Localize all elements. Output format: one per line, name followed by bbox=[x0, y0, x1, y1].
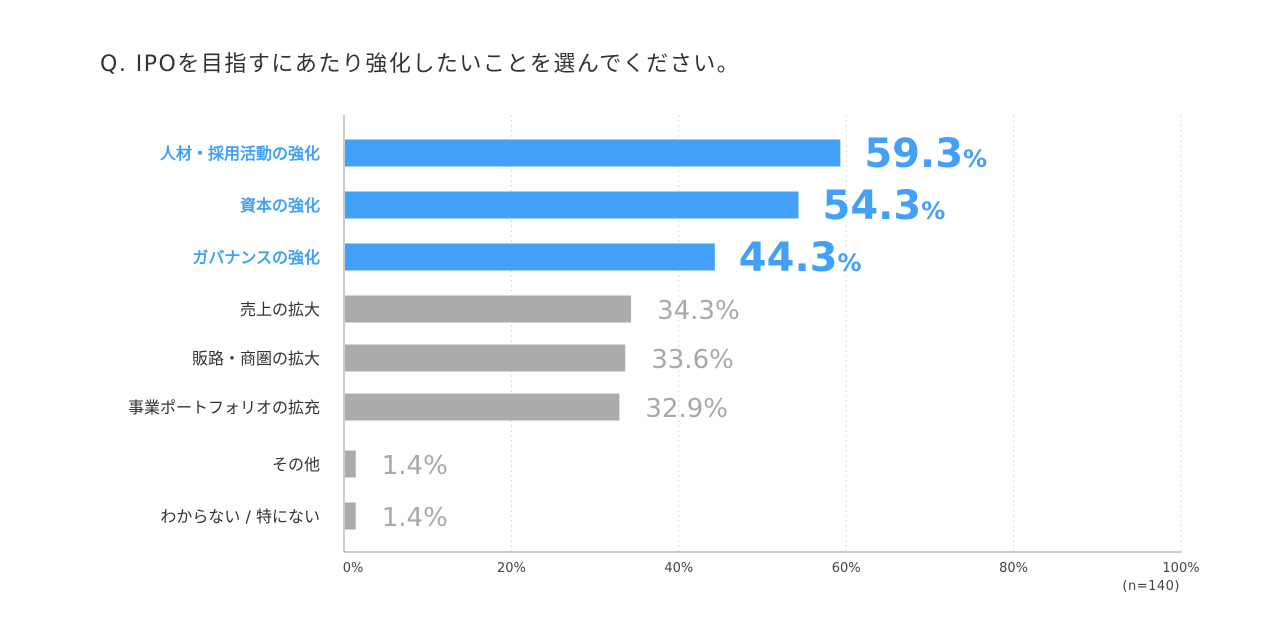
bar bbox=[345, 450, 356, 478]
value-percent-sign: % bbox=[837, 249, 861, 277]
value-number: 54.3 bbox=[822, 183, 921, 229]
x-tick-label: 100% bbox=[1162, 561, 1199, 576]
bar bbox=[345, 502, 356, 530]
value-label: 59.3% bbox=[864, 131, 987, 177]
value-label: 33.6% bbox=[651, 345, 734, 375]
value-percent-sign: % bbox=[715, 296, 740, 326]
value-number: 32.9 bbox=[645, 394, 703, 424]
category-label: ガバナンスの強化 bbox=[192, 248, 320, 267]
value-percent-sign: % bbox=[921, 197, 945, 225]
category-label: 人材・採用活動の強化 bbox=[160, 144, 320, 163]
value-number: 33.6 bbox=[651, 345, 709, 375]
chart-title: Q. IPOを目指すにあたり強化したいことを選んでください。 bbox=[100, 52, 741, 77]
category-label: 売上の拡大 bbox=[240, 300, 320, 319]
value-number: 1.4 bbox=[382, 503, 423, 533]
bar bbox=[345, 344, 626, 372]
x-tick-label: 60% bbox=[832, 561, 861, 576]
bar bbox=[345, 393, 620, 421]
value-percent-sign: % bbox=[963, 145, 987, 173]
bar bbox=[345, 295, 632, 323]
value-number: 34.3 bbox=[657, 296, 715, 326]
category-label: その他 bbox=[272, 455, 320, 474]
value-label: 54.3% bbox=[822, 183, 945, 229]
value-percent-sign: % bbox=[709, 345, 734, 375]
x-tick-label: 0% bbox=[343, 561, 364, 576]
value-label: 44.3% bbox=[739, 235, 862, 281]
value-percent-sign: % bbox=[423, 503, 448, 533]
bar bbox=[345, 139, 841, 167]
value-percent-sign: % bbox=[423, 451, 448, 481]
bar bbox=[345, 191, 799, 219]
x-tick-label: 40% bbox=[664, 561, 693, 576]
x-tick-label: 20% bbox=[497, 561, 526, 576]
category-label: 事業ポートフォリオの拡充 bbox=[128, 398, 320, 417]
category-label: わからない / 特にない bbox=[160, 507, 320, 526]
value-percent-sign: % bbox=[703, 394, 728, 424]
value-label: 1.4% bbox=[382, 451, 448, 481]
bar bbox=[345, 243, 715, 271]
value-number: 59.3 bbox=[864, 131, 963, 177]
value-number: 1.4 bbox=[382, 451, 423, 481]
x-tick-label: 80% bbox=[999, 561, 1028, 576]
category-label: 販路・商圏の拡大 bbox=[192, 349, 320, 368]
sample-size-note: (n=140) bbox=[1122, 579, 1180, 594]
value-number: 44.3 bbox=[739, 235, 838, 281]
value-label: 32.9% bbox=[645, 394, 728, 424]
category-label: 資本の強化 bbox=[240, 196, 320, 215]
value-label: 34.3% bbox=[657, 296, 740, 326]
value-label: 1.4% bbox=[382, 503, 448, 533]
